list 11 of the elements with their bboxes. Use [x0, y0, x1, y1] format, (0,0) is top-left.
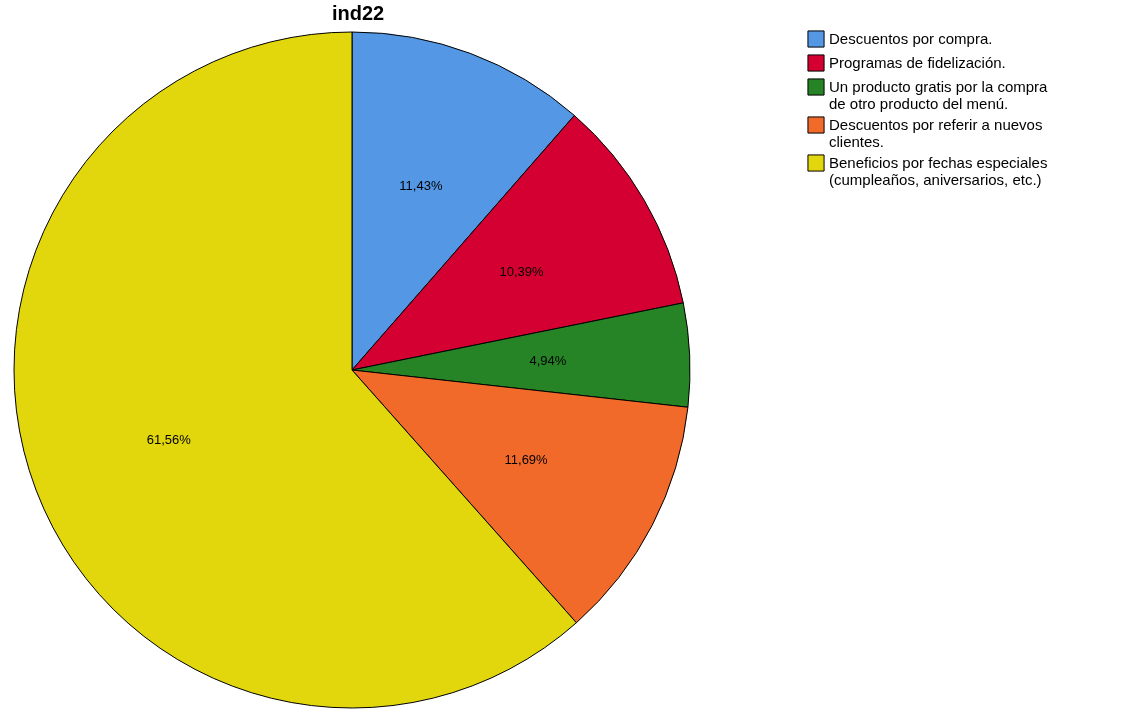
data-label: 4,94%: [529, 353, 567, 369]
legend-label: Descuentos por referir a nuevos clientes.: [829, 116, 1043, 150]
legend-label: Programas de fidelización.: [829, 54, 1006, 71]
legend-label: Descuentos por compra.: [829, 30, 993, 47]
legend-label: Beneficios por fechas especiales (cumpleaños, aniversarios, etc.): [829, 154, 1048, 188]
data-label: 11,69%: [504, 452, 549, 468]
chart-title: ind22: [332, 2, 385, 24]
data-label: 11,43%: [399, 178, 443, 194]
data-label: 61,56%: [146, 431, 192, 447]
data-label: 10,39%: [499, 263, 544, 279]
legend-label: Un producto gratis por la compra de otro producto del menú.: [829, 78, 1049, 112]
